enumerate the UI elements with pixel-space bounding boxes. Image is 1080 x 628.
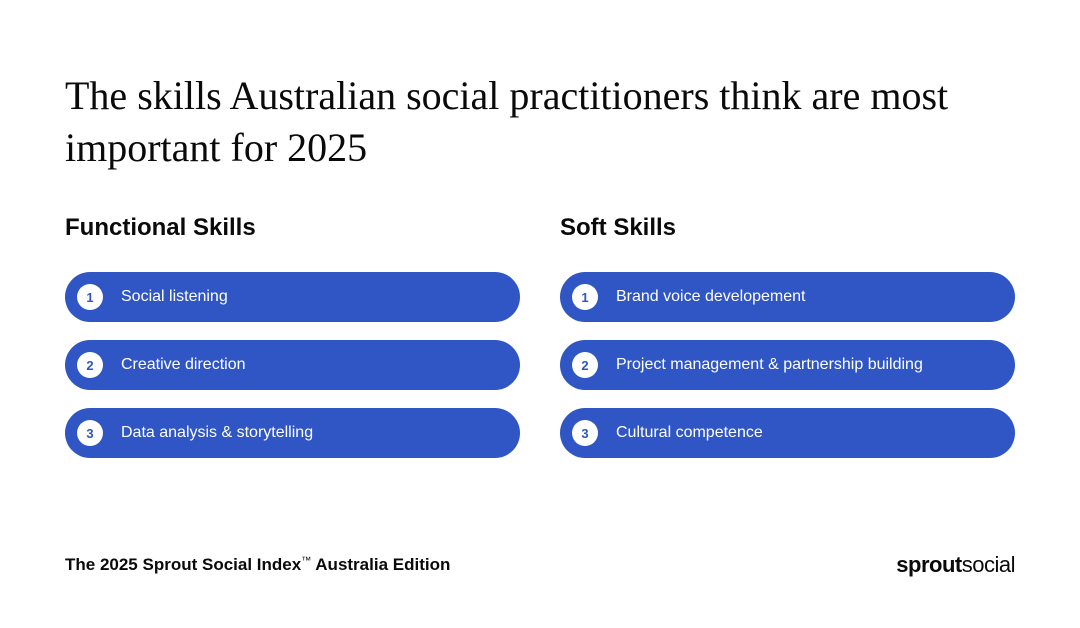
rank-badge: 3 [572,420,598,446]
logo-bold: sprout [896,552,961,577]
pill-label: Social listening [121,288,228,306]
pill-item: 3 Data analysis & storytelling [65,408,520,458]
pill-label: Data analysis & storytelling [121,424,313,442]
pill-label: Creative direction [121,356,246,374]
rank-badge: 2 [77,352,103,378]
sproutsocial-logo: sproutsocial [896,552,1015,578]
pill-list-soft: 1 Brand voice developement 2 Project man… [560,272,1015,458]
pill-label: Cultural competence [616,424,763,442]
pill-item: 2 Creative direction [65,340,520,390]
rank-badge: 1 [77,284,103,310]
rank-badge: 3 [77,420,103,446]
columns-container: Functional Skills 1 Social listening 2 C… [65,214,1015,458]
pill-item: 3 Cultural competence [560,408,1015,458]
column-soft: Soft Skills 1 Brand voice developement 2… [560,214,1015,458]
rank-badge: 2 [572,352,598,378]
page-title: The skills Australian social practitione… [65,70,965,174]
footer-prefix: The 2025 Sprout Social Index [65,555,301,574]
pill-list-functional: 1 Social listening 2 Creative direction … [65,272,520,458]
pill-item: 2 Project management & partnership build… [560,340,1015,390]
rank-badge: 1 [572,284,598,310]
pill-item: 1 Social listening [65,272,520,322]
column-title-soft: Soft Skills [560,214,1015,242]
footer-suffix: Australia Edition [311,555,450,574]
trademark-symbol: ™ [301,555,311,566]
column-title-functional: Functional Skills [65,214,520,242]
pill-item: 1 Brand voice developement [560,272,1015,322]
footer-source-text: The 2025 Sprout Social Index™ Australia … [65,555,450,575]
logo-light: social [962,552,1015,577]
pill-label: Brand voice developement [616,288,805,306]
pill-label: Project management & partnership buildin… [616,356,923,374]
footer: The 2025 Sprout Social Index™ Australia … [65,552,1015,578]
column-functional: Functional Skills 1 Social listening 2 C… [65,214,520,458]
